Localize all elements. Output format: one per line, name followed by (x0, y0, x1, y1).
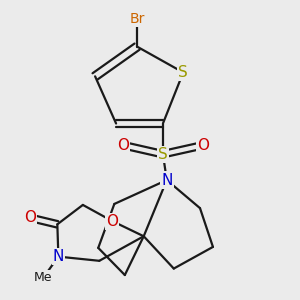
Text: Br: Br (129, 12, 145, 26)
Text: O: O (106, 214, 118, 229)
Text: Me: Me (34, 271, 52, 284)
Text: S: S (178, 65, 188, 80)
Text: N: N (161, 172, 172, 188)
Text: S: S (158, 147, 168, 162)
Text: O: O (117, 138, 129, 153)
Text: O: O (197, 138, 209, 153)
Text: N: N (53, 249, 64, 264)
Text: O: O (24, 210, 36, 225)
